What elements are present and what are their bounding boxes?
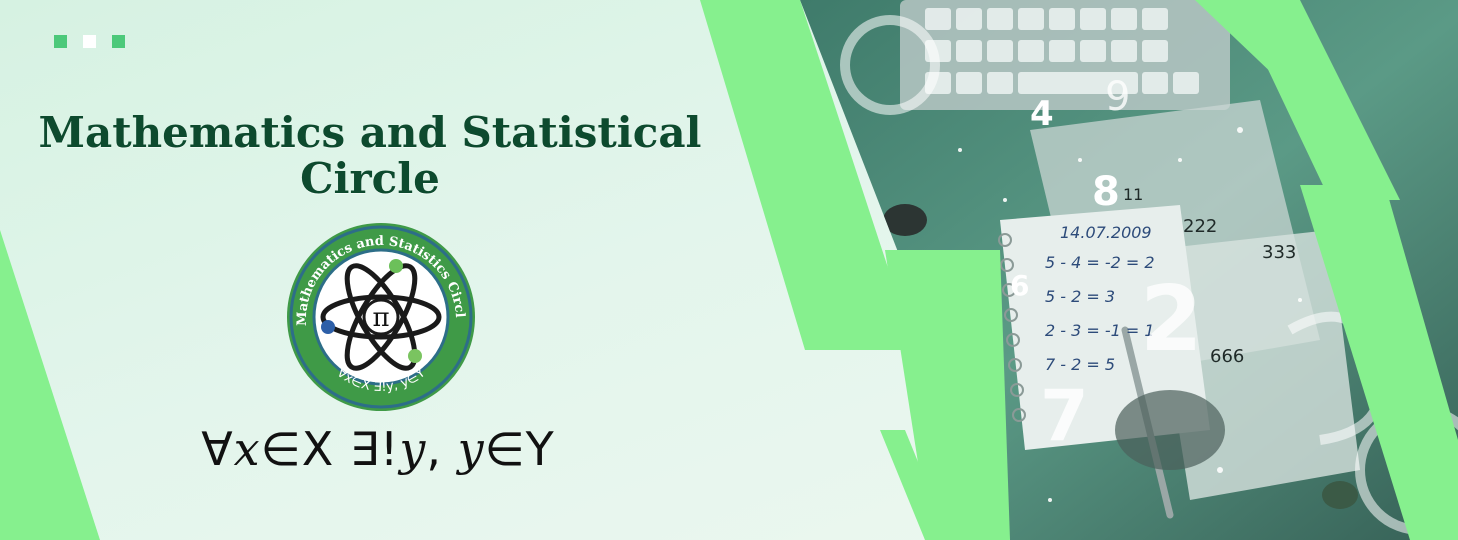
page-number: 333 [1262,242,1296,263]
math-formula: ∀𝑥∈X ∃!𝑦, 𝑦∈Y [0,422,756,476]
notebook-equation: 5 - 2 = 3 [1045,287,1115,306]
notebook-equation: 7 - 2 = 5 [1045,355,1115,374]
floating-digit: 8 [1092,169,1120,215]
element-of-Y: ∈Y [484,422,555,476]
floating-digit: 4 [1030,94,1054,134]
page-number: 222 [1183,216,1217,237]
title-line: Circle [300,154,440,203]
circle-logo: Mathematics and Statistics Circle ∀x∈X ∃… [284,220,475,411]
exists-unique-symbol: ∃! [334,422,400,476]
page-number: 11 [1123,185,1143,204]
notebook-equation: 5 - 4 = -2 = 2 [1045,253,1155,272]
floating-digit: 7 [1040,375,1089,457]
notebook-date: 14.07.2009 [1060,223,1152,242]
floating-digit: 9 [1105,74,1130,120]
dot-icon [83,35,96,48]
floating-digit: 2 [1140,267,1203,372]
floating-digit: 6 [1010,269,1029,302]
title-line: Mathematics and Statistical [38,108,702,157]
notebook-equation: 2 - 3 = -1 = 1 [1045,321,1155,340]
comma: , [426,422,458,476]
pi-symbol: π [372,303,389,333]
dot-icon [112,35,125,48]
variable-y: 𝑦 [457,422,485,476]
page-number: 666 [1210,346,1244,367]
element-of-X: ∈X [260,422,335,476]
forall-symbol: ∀ [201,422,234,476]
dot-icon [54,35,67,48]
decorative-dots [54,35,125,48]
variable-x: 𝑥 [233,422,261,476]
variable-y: 𝑦 [399,422,427,476]
page-title: Mathematics and Statistical Circle [0,110,740,202]
